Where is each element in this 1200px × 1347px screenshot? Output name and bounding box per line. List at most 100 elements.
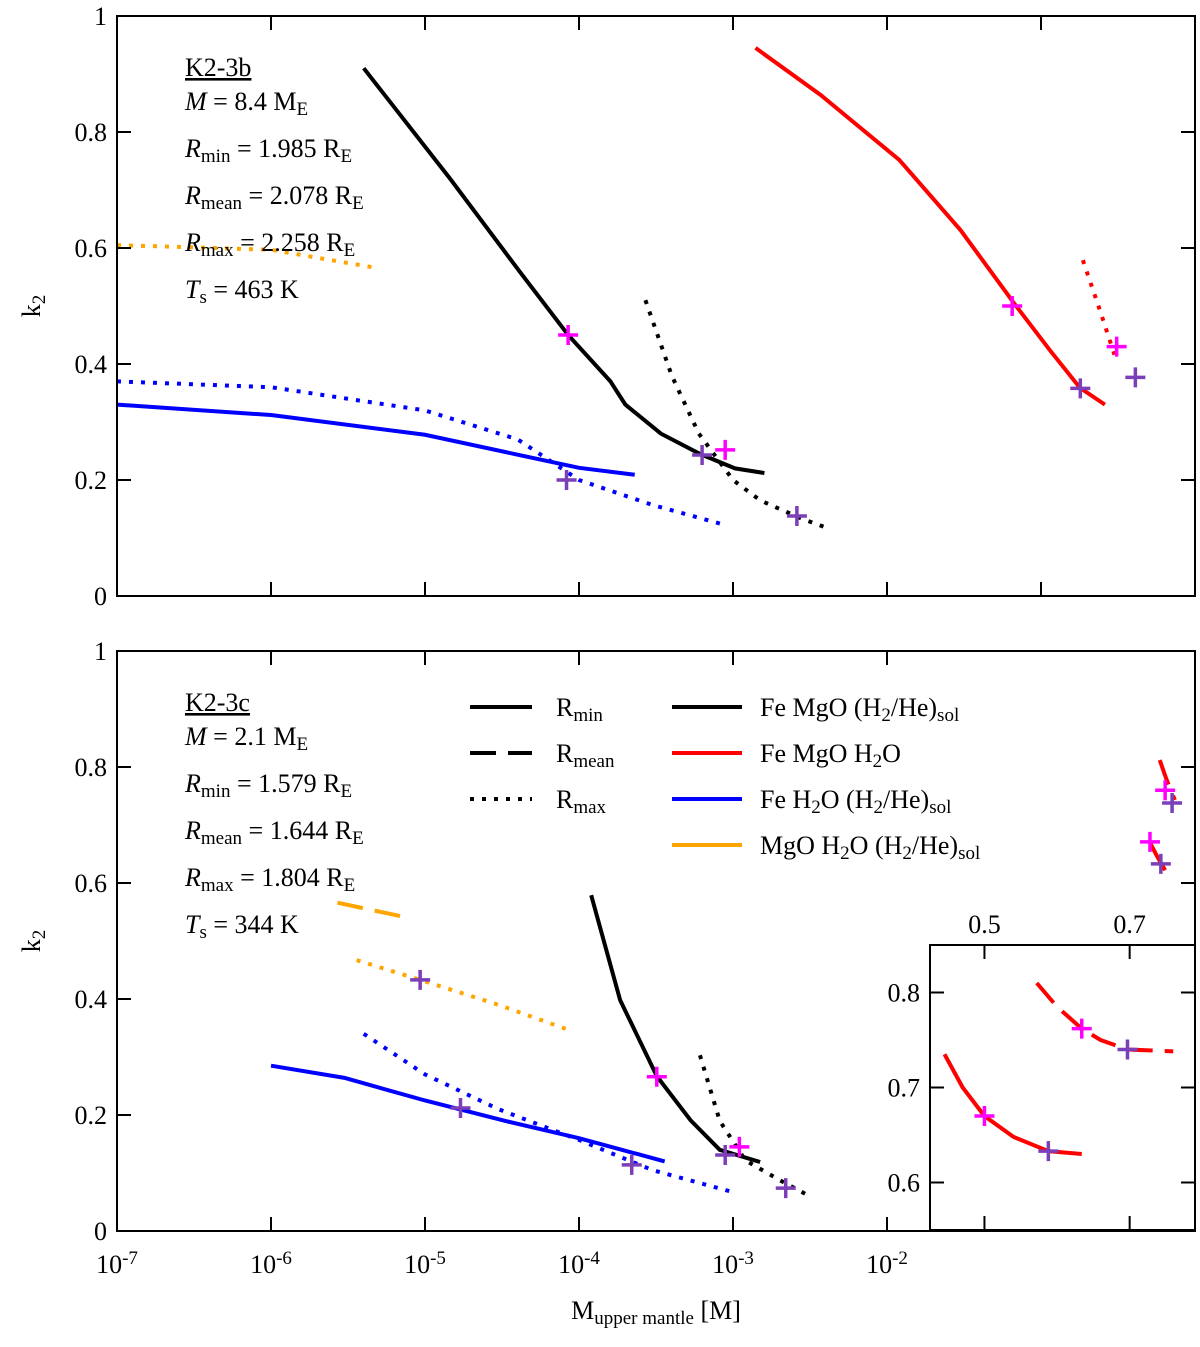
text-part: 2 <box>29 930 50 940</box>
y-axis-label: k2 <box>17 930 50 953</box>
panel-note: Rmean = 2.078 RE <box>184 181 364 214</box>
data-line <box>270 1063 666 1164</box>
x-tick-label: 10-4 <box>558 1248 600 1279</box>
text-part: /He) <box>883 785 929 814</box>
y-tick-label: 0.7 <box>888 1074 921 1103</box>
plus-marker <box>1117 1039 1138 1060</box>
text-part: 2 <box>29 295 50 305</box>
legend-label: Fe H2O (H2/He)sol <box>760 785 951 818</box>
panel-note: M = 2.1 ME <box>184 722 308 755</box>
plus-marker <box>450 1098 471 1119</box>
x-tick-label: 10-6 <box>250 1248 292 1279</box>
tick-exponent: -4 <box>584 1248 600 1269</box>
text-part: M <box>184 87 208 116</box>
text-part: = 1.579 R <box>230 769 341 798</box>
text-part: R <box>184 816 201 845</box>
text-part: 2 <box>873 751 883 772</box>
y-tick-label: 0.2 <box>75 466 108 495</box>
x-tick-label: 10-2 <box>866 1248 908 1279</box>
plus-marker <box>1150 853 1171 874</box>
x-tick-label: 10-5 <box>404 1248 446 1279</box>
text-part: max <box>573 797 606 818</box>
text-part: E <box>352 193 364 214</box>
text-part: E <box>352 828 364 849</box>
text-part: min <box>201 781 231 802</box>
plus-marker <box>1002 296 1023 316</box>
plot-background <box>930 945 1195 1230</box>
y-tick-label: 0.4 <box>75 350 108 379</box>
plus-marker <box>410 969 431 990</box>
panel-title: K2-3c <box>185 688 250 717</box>
legend-label: Rmin <box>556 693 603 726</box>
y-tick-label: 0.8 <box>75 753 108 782</box>
panel-note: Ts = 344 K <box>185 910 299 943</box>
text-part: O <box>882 739 901 768</box>
text-part: E <box>340 781 352 802</box>
data-line <box>1080 259 1117 356</box>
plus-marker <box>621 1154 642 1175</box>
panel-note: Rmax = 1.804 RE <box>184 863 355 896</box>
text-part: mean <box>573 751 615 772</box>
panel-note: Rmin = 1.985 RE <box>184 134 352 167</box>
plot-area <box>117 46 1146 532</box>
y-axis-label: k2 <box>17 295 50 318</box>
y-tick-label: 0.8 <box>888 979 921 1008</box>
text-part: = 463 K <box>207 275 299 304</box>
plus-marker <box>729 1136 750 1157</box>
plus-marker <box>786 505 807 526</box>
plot-frame <box>116 650 1196 1232</box>
tick-base: 10 <box>250 1250 276 1279</box>
text-part: R <box>184 181 201 210</box>
text-part: Fe MgO H <box>760 739 873 768</box>
text-part: = 1.804 R <box>234 863 345 892</box>
text-part: T <box>185 910 201 939</box>
x-tick-label: 0.5 <box>968 910 1001 939</box>
text-part: E <box>296 99 308 120</box>
plus-marker <box>1038 1141 1059 1162</box>
text-part: = 1.985 R <box>230 134 341 163</box>
plus-marker <box>1070 378 1091 399</box>
plus-marker <box>692 445 713 466</box>
plus-marker <box>974 1106 995 1126</box>
plus-marker <box>1125 367 1146 388</box>
text-part: min <box>201 146 231 167</box>
panel-note: Rmin = 1.579 RE <box>184 769 352 802</box>
text-part: = 2.1 M <box>207 722 297 751</box>
text-part: E <box>340 146 352 167</box>
y-tick-label: 0.6 <box>75 869 108 898</box>
text-part: sol <box>937 705 959 726</box>
y-tick-label: 1 <box>94 637 107 666</box>
tick-exponent: -2 <box>892 1248 908 1269</box>
data-line <box>337 900 401 919</box>
tick-base: 10 <box>866 1250 892 1279</box>
tick-base: 10 <box>404 1250 430 1279</box>
data-line <box>117 402 635 477</box>
text-part: 2 <box>874 797 884 818</box>
text-part: k <box>17 939 46 952</box>
text-part: [M] <box>694 1296 741 1325</box>
tick-exponent: -6 <box>276 1248 292 1269</box>
y-tick-label: 1 <box>94 2 107 31</box>
tick-exponent: -5 <box>430 1248 446 1269</box>
x-tick-label: 0.7 <box>1113 910 1146 939</box>
legend-label: Fe MgO H2O <box>760 739 901 772</box>
text-part: = 2.078 R <box>242 181 353 210</box>
legend-label: Fe MgO (H2/He)sol <box>760 693 959 726</box>
plot-area <box>942 981 1174 1162</box>
data-line <box>1157 759 1177 801</box>
plus-marker <box>1162 792 1183 813</box>
plus-marker <box>715 439 736 460</box>
text-part: MgO H <box>760 831 840 860</box>
plot-area <box>270 759 1183 1199</box>
text-part: = 2.258 R <box>234 228 345 257</box>
text-part: s <box>199 922 206 943</box>
text-part: /He) <box>912 831 958 860</box>
text-part: min <box>573 705 603 726</box>
text-part: R <box>184 228 201 257</box>
y-tick-label: 0 <box>94 582 107 611</box>
x-tick-label: 10-3 <box>712 1248 754 1279</box>
text-part: M <box>571 1296 594 1325</box>
x-tick-label: 10-7 <box>96 1248 138 1279</box>
text-part: s <box>199 287 206 308</box>
